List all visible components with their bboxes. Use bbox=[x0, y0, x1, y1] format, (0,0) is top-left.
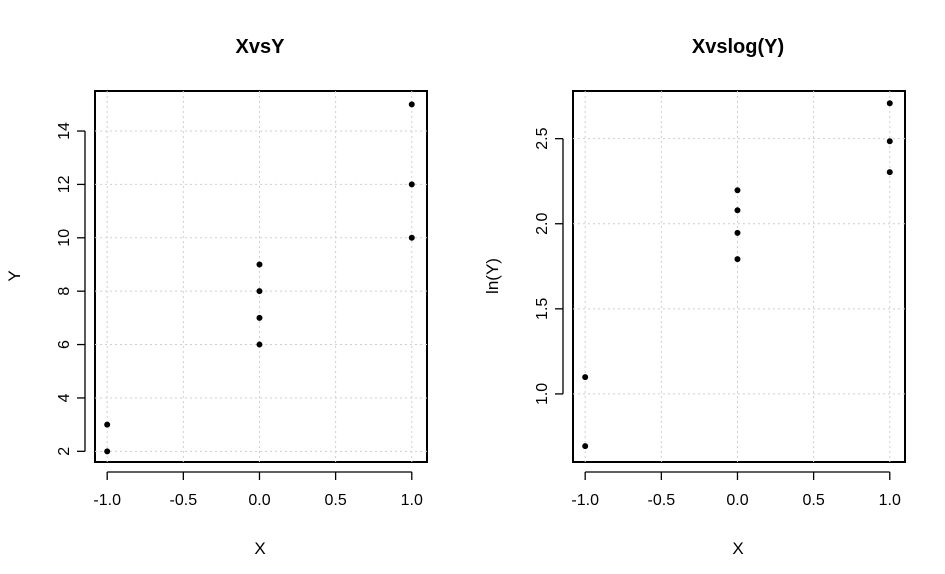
scatter-point bbox=[734, 229, 741, 236]
x-axis-ticks-1: -1.0 -0.5 0.0 0.5 1.0 bbox=[93, 471, 423, 509]
y-axis-ticks-2: 1.0 1.5 2.0 2.5 bbox=[534, 127, 564, 405]
chart-panel-2: Xvslog(Y) -1.0 -0.5 0.0 0.5 1.0 1.0 1.5 2.0 2.5… bbox=[483, 36, 906, 558]
scatter-point bbox=[582, 443, 589, 450]
x-tick-label: 0.5 bbox=[802, 492, 824, 509]
scatter-point bbox=[408, 181, 415, 188]
scatter-point bbox=[582, 374, 589, 381]
scatter-point bbox=[104, 448, 111, 455]
y-axis-ticks-1: 2 4 6 8 10 12 14 bbox=[56, 122, 86, 456]
scatter-point bbox=[256, 288, 263, 295]
x-tick-label: 0.5 bbox=[324, 492, 346, 509]
scatter-point bbox=[886, 169, 893, 176]
x-tick-label: 0.0 bbox=[726, 492, 748, 509]
y-axis-label-1: Y bbox=[5, 270, 24, 281]
x-axis-label-2: X bbox=[732, 539, 743, 558]
grid-lines-2 bbox=[573, 91, 905, 462]
scatter-point bbox=[256, 341, 263, 348]
y-tick-label: 2.5 bbox=[534, 127, 551, 149]
x-tick-label: -1.0 bbox=[93, 492, 121, 509]
x-axis-label-1: X bbox=[254, 539, 265, 558]
y-tick-label: 1.0 bbox=[534, 383, 551, 405]
chart-title-2: Xvslog(Y) bbox=[692, 36, 784, 58]
y-tick-label: 2.0 bbox=[534, 213, 551, 235]
scatter-points-1 bbox=[104, 101, 415, 455]
y-tick-label: 8 bbox=[56, 287, 73, 296]
scatter-point bbox=[408, 101, 415, 108]
x-tick-label: 1.0 bbox=[879, 492, 901, 509]
scatter-point bbox=[886, 138, 893, 145]
y-tick-label: 2 bbox=[56, 447, 73, 456]
scatter-point bbox=[734, 256, 741, 263]
x-tick-label: -0.5 bbox=[170, 492, 198, 509]
scatter-point bbox=[256, 261, 263, 268]
y-axis-label-2: ln(Y) bbox=[483, 258, 502, 294]
plot-frame-1 bbox=[94, 90, 428, 463]
y-tick-label: 4 bbox=[56, 393, 73, 402]
x-tick-label: 0.0 bbox=[248, 492, 270, 509]
scatter-point bbox=[408, 234, 415, 241]
grid-lines-1 bbox=[95, 91, 427, 462]
y-tick-label: 10 bbox=[56, 229, 73, 247]
y-tick-label: 6 bbox=[56, 340, 73, 349]
y-tick-label: 12 bbox=[56, 175, 73, 193]
chart-title-1: XvsY bbox=[236, 36, 286, 58]
chart-panel-1: XvsY -1.0 -0.5 0.0 0.5 1.0 2 4 6 8 10 12 14 X Y bbox=[5, 36, 428, 558]
plot-frame-2 bbox=[572, 90, 906, 463]
scatter-points-2 bbox=[582, 100, 893, 450]
x-tick-label: -0.5 bbox=[648, 492, 676, 509]
y-tick-label: 1.5 bbox=[534, 298, 551, 320]
x-tick-label: -1.0 bbox=[571, 492, 599, 509]
scatter-point bbox=[734, 207, 741, 214]
scatter-point bbox=[734, 187, 741, 194]
scatter-point bbox=[256, 314, 263, 321]
x-tick-label: 1.0 bbox=[401, 492, 423, 509]
scatter-point bbox=[886, 100, 893, 107]
y-tick-label: 14 bbox=[56, 122, 73, 140]
x-axis-ticks-2: -1.0 -0.5 0.0 0.5 1.0 bbox=[571, 471, 901, 509]
scatter-point bbox=[104, 421, 111, 428]
